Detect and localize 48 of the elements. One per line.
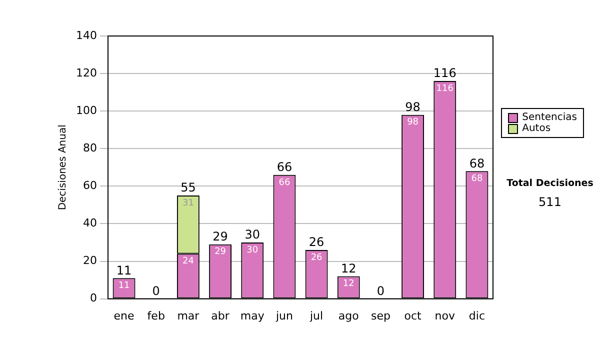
total-label: 29 (212, 229, 228, 244)
data-label: 66 (278, 178, 290, 188)
x-tick-label: jul (308, 309, 324, 322)
data-label: 98 (407, 118, 419, 128)
y-tick-label: 60 (82, 179, 97, 192)
x-tick-label: may (240, 309, 265, 322)
data-label: 30 (246, 245, 258, 256)
y-tick-label: 20 (82, 254, 97, 268)
y-axis-title: Decisiones Anual (58, 124, 69, 210)
total-label: 98 (405, 100, 420, 114)
total-label: 55 (180, 180, 196, 195)
x-tick-label: ago (338, 309, 360, 322)
text: Total Decisiones (506, 178, 594, 189)
total-label: 68 (469, 156, 485, 170)
data-label: 31 (182, 198, 194, 208)
total-label: 0 (376, 284, 385, 298)
data-label: 116 (436, 84, 454, 94)
x-tick-label: jun (274, 309, 293, 322)
total-label: 30 (244, 228, 260, 242)
x-tick-label: sep (370, 309, 390, 322)
legend-label: Sentencias (522, 112, 577, 123)
x-tick-label: oct (404, 309, 422, 322)
y-tick-label: 140 (76, 28, 97, 42)
data-label: 29 (214, 247, 226, 258)
text: 511 (538, 195, 562, 209)
x-tick-label: ene (114, 309, 135, 322)
data-label: 24 (182, 256, 194, 267)
total-label: 116 (433, 66, 456, 80)
y-tick-label: 120 (76, 66, 97, 80)
data-label: 12 (342, 279, 354, 290)
y-tick-label: 0 (90, 292, 97, 305)
x-tick-label: feb (147, 309, 165, 322)
total-label: 66 (276, 160, 292, 174)
y-tick-label: 80 (82, 141, 97, 154)
data-label: 26 (310, 252, 323, 263)
data-label: 68 (471, 174, 483, 184)
total-label: 0 (152, 284, 160, 298)
y-tick-label: 100 (76, 104, 97, 117)
total-label: 12 (340, 261, 356, 276)
data-label: 11 (118, 280, 130, 291)
total-label: 26 (308, 235, 324, 250)
x-tick-label: abr (211, 309, 230, 322)
x-tick-label: dic (468, 309, 486, 322)
legend-label: Autos (522, 123, 551, 134)
y-tick-label: 40 (82, 216, 97, 230)
total-label: 11 (116, 263, 132, 278)
x-tick-label: nov (434, 309, 456, 322)
x-tick-label: mar (177, 309, 200, 322)
